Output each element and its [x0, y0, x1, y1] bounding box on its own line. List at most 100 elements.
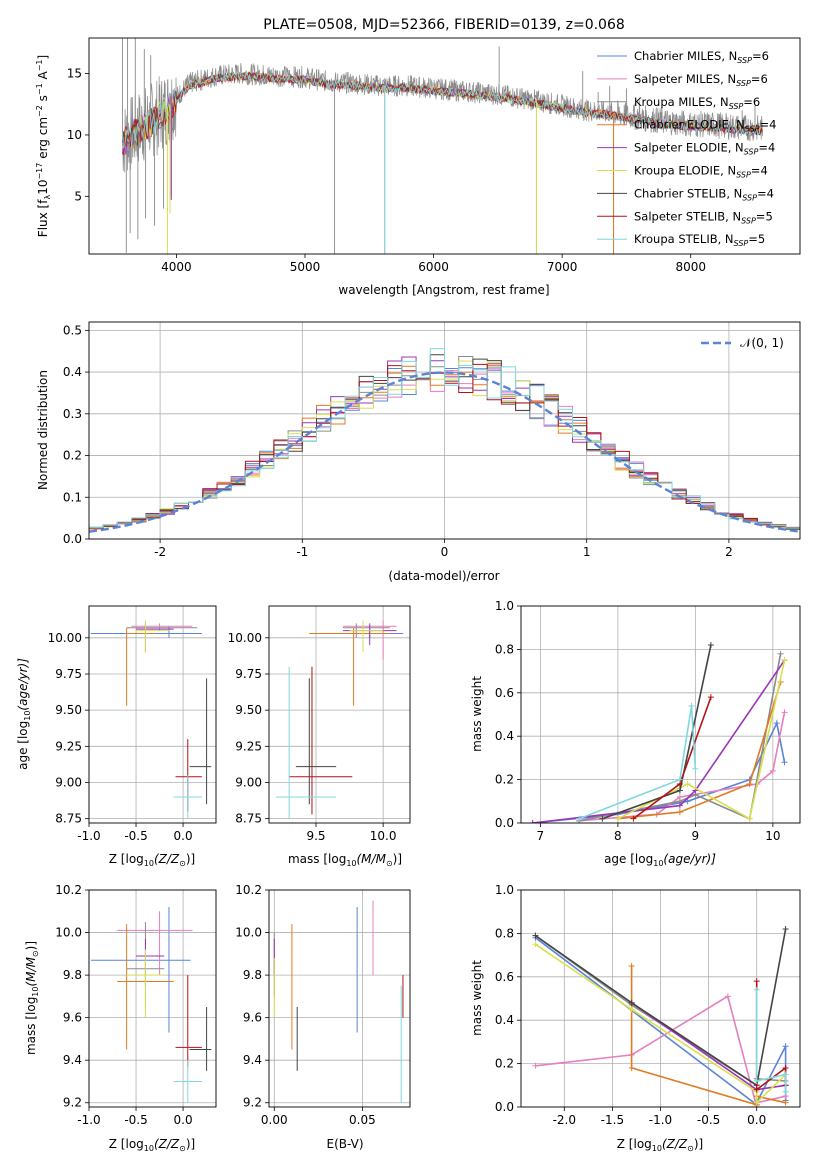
legend-name: Chabrier STELIB — [634, 186, 726, 200]
tick-label-y: 0.2 — [495, 1057, 514, 1071]
legend-eq: = — [760, 118, 770, 132]
legend-entry: Chabrier STELIB, NSSP=4 — [634, 186, 774, 202]
tick-label-y: 9.50 — [55, 703, 82, 717]
tick-label-y: 0.8 — [495, 642, 514, 656]
weight-line-chabrier-stelib — [534, 928, 787, 1087]
tick-label-y: 0.3 — [63, 407, 82, 421]
tick-label-x: 0.00 — [261, 1113, 288, 1127]
legend-entry: Chabrier ELODIE, NSSP=4 — [634, 118, 776, 134]
tick-label-x: 5000 — [290, 260, 321, 274]
weight-marker — [773, 720, 780, 727]
label-part: (M/M — [24, 956, 38, 986]
tick-label-x: -2.0 — [553, 1113, 576, 1127]
label-part: Z [log — [617, 1137, 652, 1151]
tick-label-y: 0.6 — [495, 686, 514, 700]
tick-label-x: 0.05 — [349, 1113, 376, 1127]
label-part: )] — [393, 852, 402, 866]
tick-label-y: 0.5 — [63, 323, 82, 337]
weight-marker — [628, 999, 635, 1006]
legend-eq: = — [743, 95, 753, 109]
legend-n: 5 — [758, 232, 765, 246]
tick-label-x: -0.5 — [124, 1113, 147, 1127]
weight-marker — [707, 642, 714, 649]
label-part: )] — [24, 941, 38, 950]
label-part: 10 — [346, 859, 356, 868]
tick-label-y: 10 — [67, 128, 82, 142]
weight-marker — [532, 1062, 539, 1069]
label-part: λ — [43, 195, 52, 200]
weight-marker — [614, 815, 621, 822]
y-axis-label: age [log10(age/yr)] — [16, 658, 32, 770]
tick-label-y: 1.0 — [495, 599, 514, 613]
legend-entry: Kroupa STELIB, NSSP=5 — [634, 232, 765, 248]
y-axis-label: mass weight — [470, 676, 484, 752]
weight-marker — [769, 767, 776, 774]
weight-marker — [532, 932, 539, 939]
weight-marker — [782, 1064, 789, 1071]
tick-label-y: 10.0 — [55, 926, 82, 940]
tick-label-y: 9.00 — [235, 775, 262, 789]
legend-name: Kroupa STELIB — [634, 232, 718, 246]
tick-label-x: 9.5 — [306, 829, 325, 843]
tick-label-x: 1 — [583, 545, 591, 559]
axes-frame — [88, 889, 217, 1108]
tick-label-y: 9.00 — [55, 775, 82, 789]
tick-label-y: 10.2 — [235, 883, 262, 897]
legend-entry: Salpeter MILES, NSSP=6 — [634, 72, 768, 88]
weight-marker — [692, 765, 699, 772]
tick-label-x: 7000 — [547, 260, 578, 274]
weight-marker — [782, 1088, 789, 1095]
y-axis-label: Flux [fλ10−17 erg cm−2 s−1 A−1] — [35, 55, 52, 237]
label-part: Z [log — [109, 852, 144, 866]
plot-mass_vs_Z: -1.0 -0.5 0.0 9.2 9.4 9.6 9.8 10.0 10.2 — [55, 883, 217, 1127]
x-axis-label: Z [log10(Z/Z⊙)] — [109, 852, 195, 868]
tick-label-x: 0 — [441, 545, 449, 559]
plot-area — [90, 620, 212, 819]
weight-marker — [724, 993, 731, 1000]
weight-line-salpeter-stelib — [632, 696, 712, 820]
label-part: (M/M — [357, 852, 387, 866]
y-axis-label: mass weight — [470, 960, 484, 1036]
tick-label-y: 9.8 — [63, 968, 82, 982]
weight-marker — [782, 1099, 789, 1106]
tick-label-y: 0.2 — [63, 449, 82, 463]
legend-entry: Salpeter STELIB, NSSP=5 — [634, 209, 773, 225]
plot-age_vs_Z: -1.0 -0.5 0.0 8.75 9.00 9.25 9.50 9.75 10.00 — [48, 605, 217, 843]
tick-label-y: 1.0 — [495, 883, 514, 897]
label-part: 10 — [31, 986, 40, 996]
model-spectrum-kroupa-elodie — [122, 72, 763, 147]
legend-subscript: SSP — [741, 216, 756, 225]
tick-label-y: 0.0 — [63, 532, 82, 546]
label-part: 10 — [144, 1144, 154, 1153]
legend-entry: Kroupa MILES, NSSP=6 — [634, 95, 760, 111]
tick-label-y: 0.4 — [495, 729, 514, 743]
legend-subscript: SSP — [729, 102, 744, 111]
weight-marker — [684, 798, 691, 805]
tick-label-y: 9.4 — [63, 1053, 82, 1067]
legend-n-prefix: , N — [726, 186, 742, 200]
weight-marker — [599, 815, 606, 822]
legend-n-prefix: , N — [728, 141, 744, 155]
label-part: (age/yr)] — [663, 852, 716, 866]
x-axis-label: mass [log10(M/M⊙)] — [288, 852, 402, 868]
plot-area — [529, 642, 788, 823]
x-axis-label: (data-model)/error — [388, 569, 499, 583]
tick-label-y: 9.4 — [243, 1053, 262, 1067]
legend-eq: = — [751, 72, 761, 86]
tick-label-y: 10.0 — [235, 926, 262, 940]
label-part: 10 — [653, 859, 663, 868]
weight-marker — [628, 962, 635, 969]
weight-line-chabrier-elodie — [617, 681, 782, 820]
weight-marker — [532, 941, 539, 948]
weight-marker — [753, 986, 760, 993]
weight-line-kroupa-stelib — [578, 705, 697, 820]
weight-marker — [576, 815, 583, 822]
chart-title: PLATE=0508, MJD=52366, FIBERID=0139, z=0… — [263, 17, 625, 33]
weight-marker — [688, 702, 695, 709]
tick-label-y: 10.00 — [228, 631, 262, 645]
legend-name: Kroupa MILES — [634, 95, 713, 109]
axes-frame — [88, 37, 801, 255]
label-part: 10 — [144, 859, 154, 868]
legend-eq: = — [752, 49, 762, 63]
legend-subscript: SSP — [742, 193, 757, 202]
